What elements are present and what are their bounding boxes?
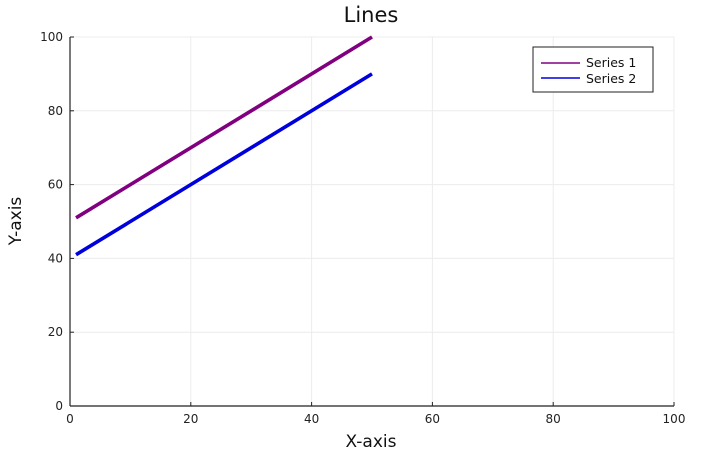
legend-label-series-2: Series 2: [586, 71, 636, 86]
x-tick-label: 20: [183, 412, 198, 426]
y-axis-title: Y-axis: [6, 197, 26, 247]
y-tick-label: 60: [48, 178, 63, 192]
chart-title: Lines: [344, 3, 399, 27]
x-tick-label: 80: [546, 412, 561, 426]
x-axis-title: X-axis: [346, 432, 397, 452]
x-tick-label: 60: [425, 412, 440, 426]
x-tick-label: 40: [304, 412, 319, 426]
x-tick-label: 100: [663, 412, 686, 426]
tick-labels: 0 20 40 60 80 100 0 20 40 60 80 100: [40, 30, 685, 426]
y-tick-label: 100: [40, 30, 63, 44]
series-line-2: [75, 72, 373, 257]
legend-box: [532, 46, 654, 93]
y-tick-label: 80: [48, 104, 63, 118]
legend: Series 1 Series 2: [532, 46, 654, 93]
y-tick-label: 40: [48, 251, 63, 265]
tick-marks: [69, 36, 675, 407]
series-line-1: [75, 35, 373, 220]
y-tick-label: 0: [55, 399, 63, 413]
axes: [69, 37, 674, 407]
x-tick-label: 0: [66, 412, 74, 426]
y-tick-label: 20: [48, 325, 63, 339]
series-layer: [75, 35, 373, 257]
legend-label-series-1: Series 1: [586, 55, 636, 70]
